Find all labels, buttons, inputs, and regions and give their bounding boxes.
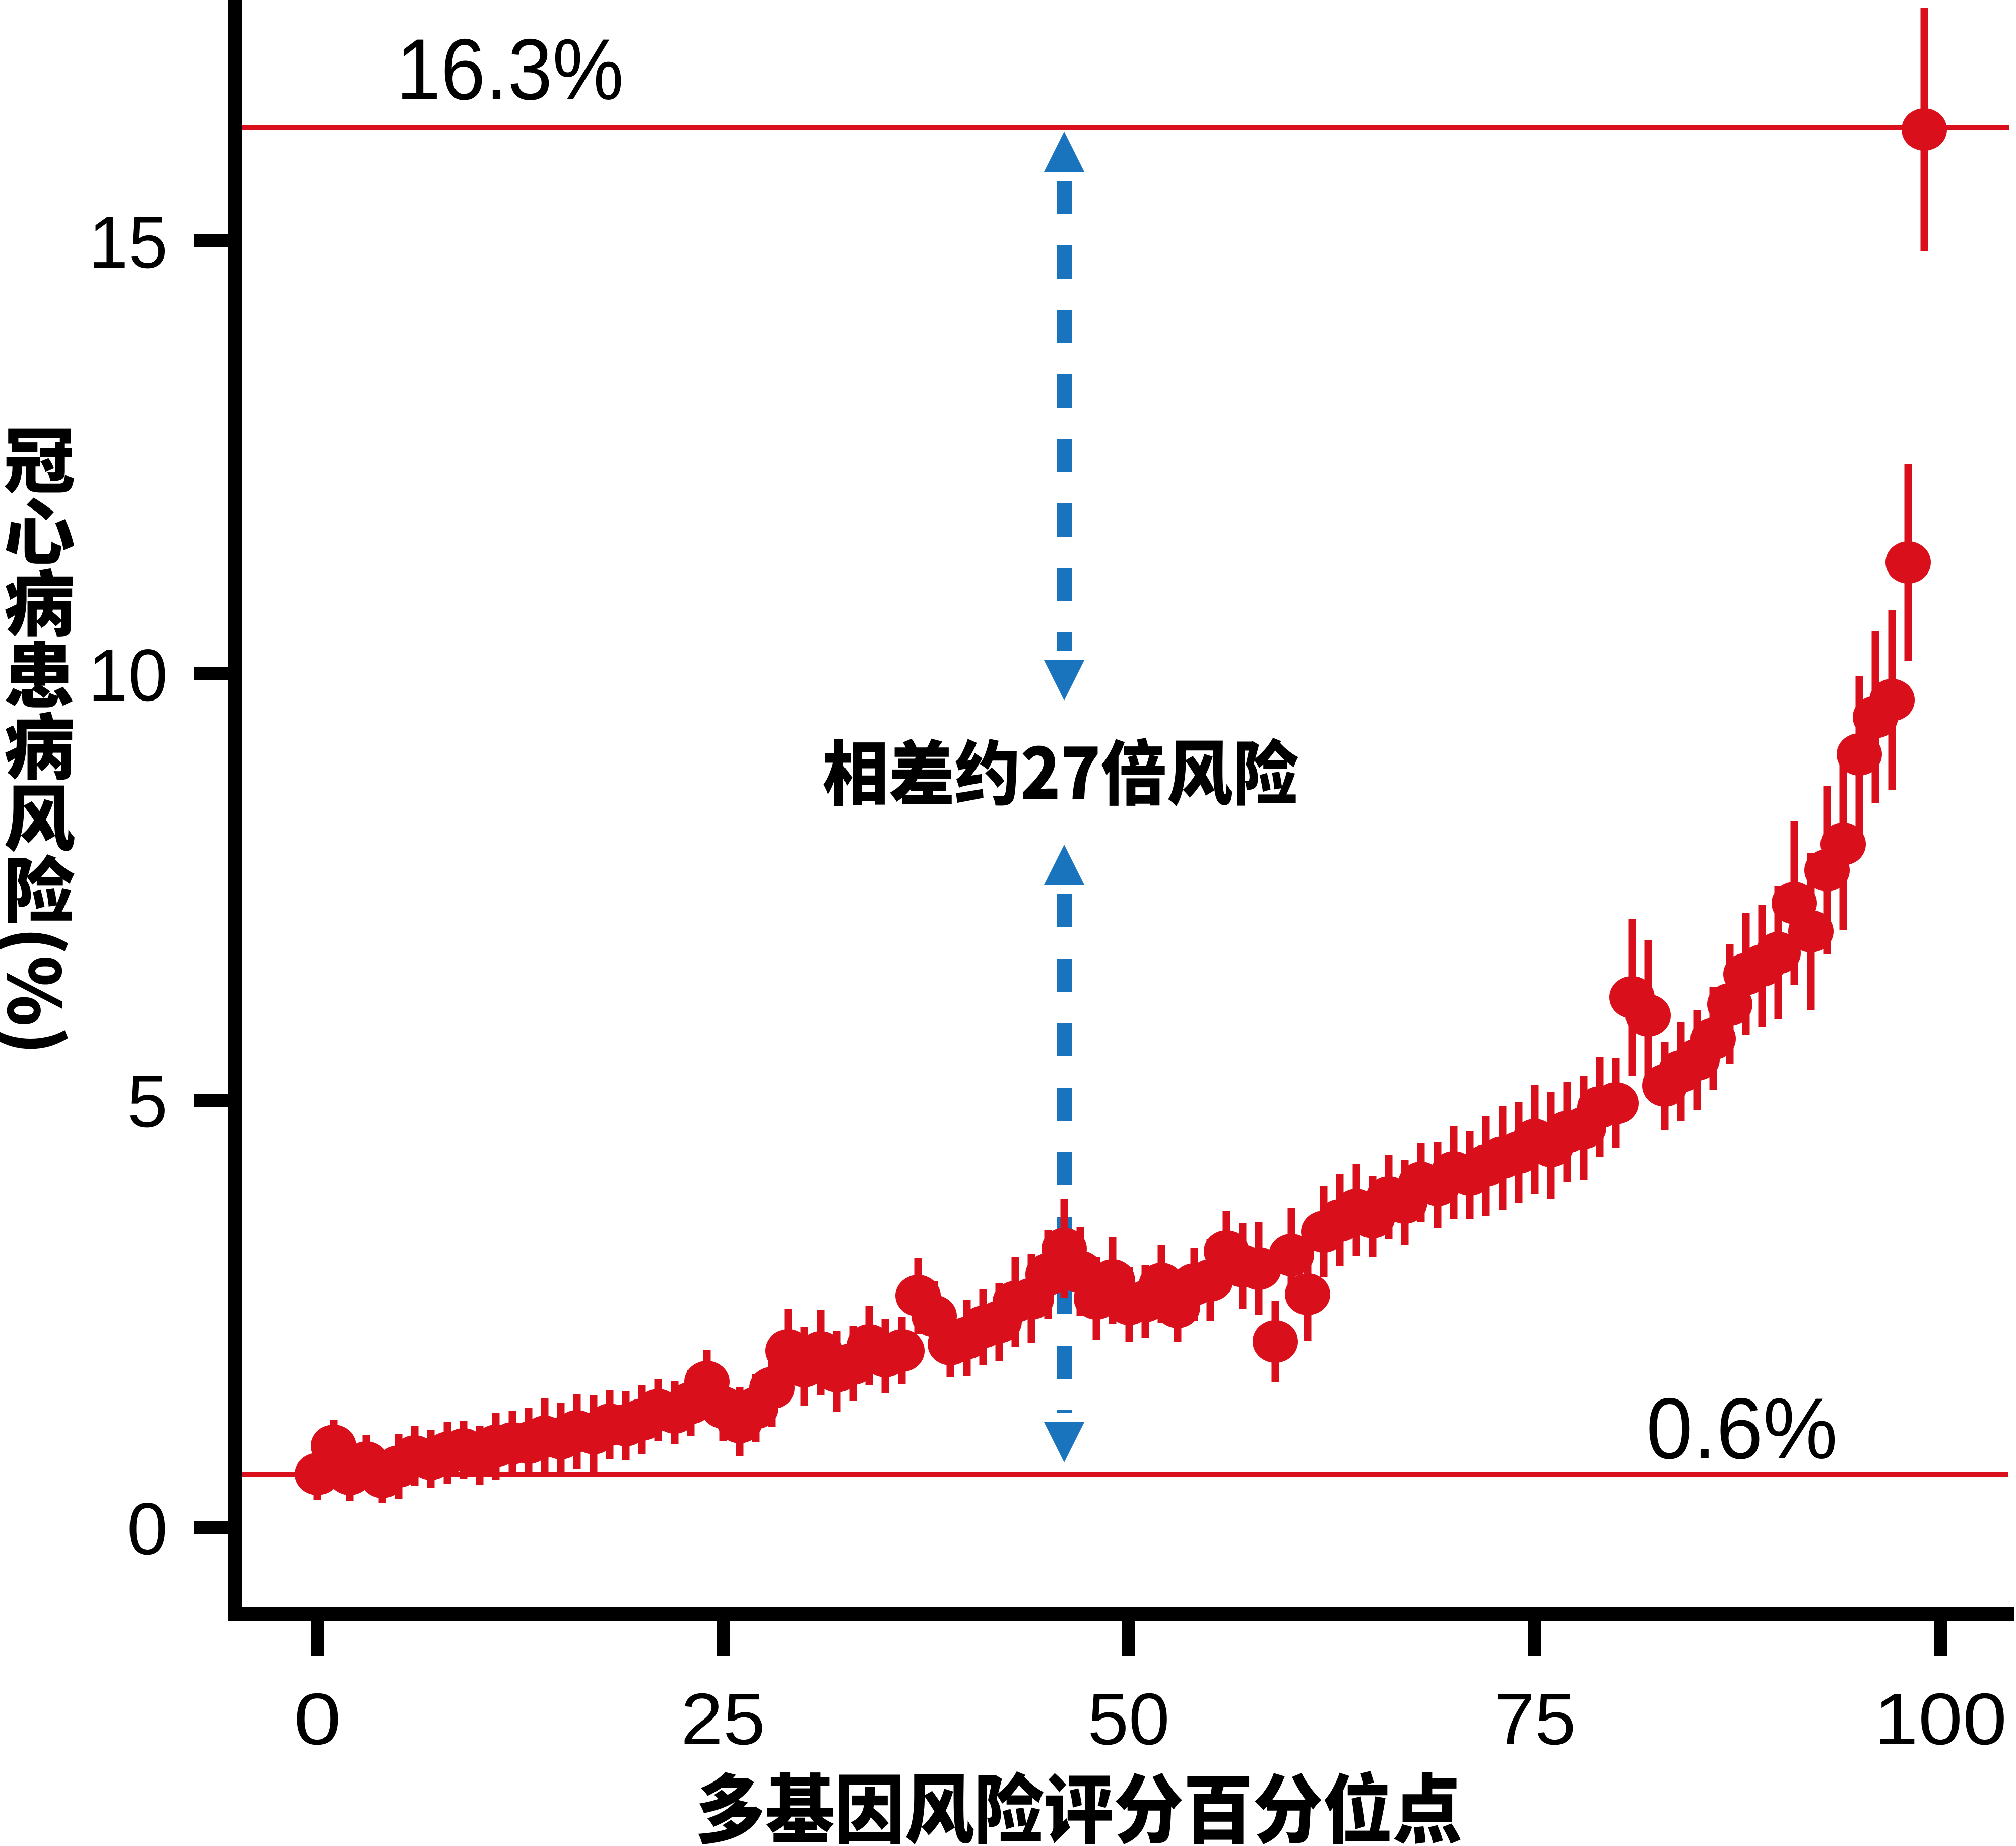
- svg-text:10: 10: [88, 634, 168, 716]
- svg-text:0.6%: 0.6%: [1646, 1380, 1838, 1477]
- svg-text:0: 0: [294, 1678, 341, 1760]
- svg-text:5: 5: [127, 1060, 168, 1142]
- svg-text:75: 75: [1494, 1678, 1576, 1760]
- svg-text:0: 0: [127, 1488, 168, 1570]
- svg-text:25: 25: [681, 1678, 765, 1760]
- svg-text:50: 50: [1088, 1678, 1170, 1760]
- svg-text:100: 100: [1874, 1678, 2007, 1760]
- svg-text:15: 15: [89, 201, 168, 283]
- svg-text:16.3%: 16.3%: [396, 21, 624, 118]
